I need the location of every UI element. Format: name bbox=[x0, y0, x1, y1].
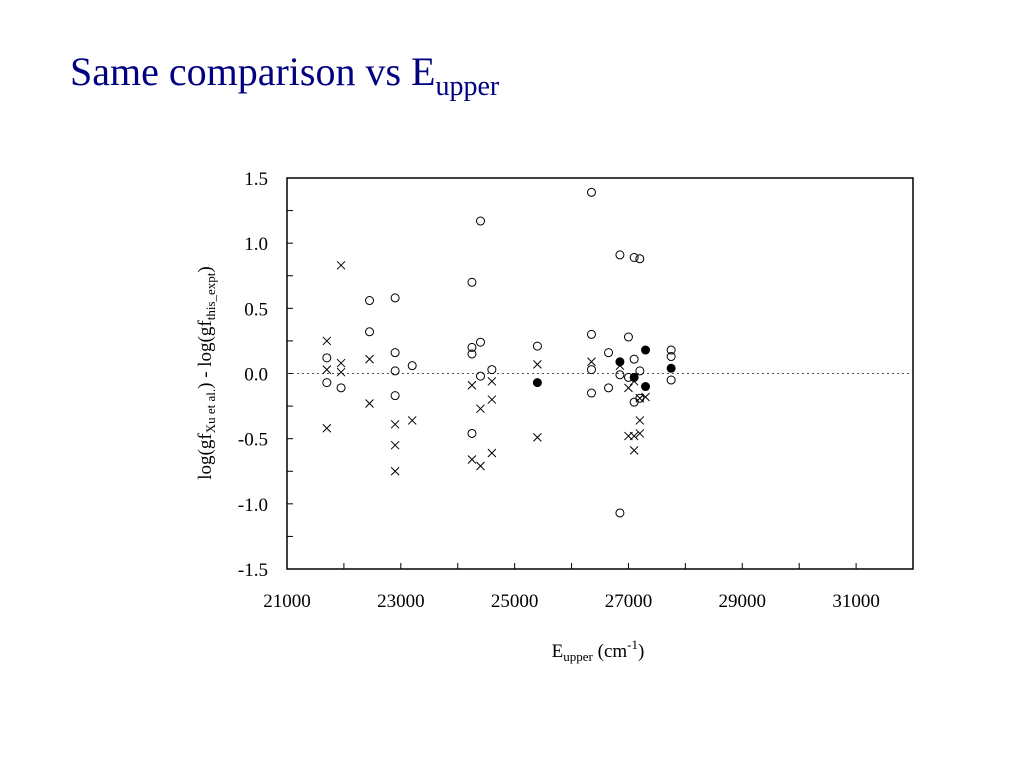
open-circle-point bbox=[604, 383, 614, 393]
open-circle-point bbox=[467, 342, 477, 352]
open-circle-point bbox=[475, 337, 485, 347]
data-points bbox=[322, 187, 676, 518]
plot-area bbox=[286, 177, 914, 570]
cross-point bbox=[635, 416, 645, 425]
slide-title: Same comparison vs Eupper bbox=[70, 49, 499, 101]
cross-point bbox=[336, 367, 346, 377]
open-circle-point bbox=[336, 383, 346, 393]
open-circle-point bbox=[629, 397, 639, 407]
open-circle-point bbox=[390, 348, 400, 358]
open-circle-point bbox=[365, 296, 375, 306]
cross-point bbox=[487, 448, 497, 458]
open-circle-point bbox=[475, 216, 485, 226]
filled-circle-point bbox=[532, 378, 542, 388]
cross-point bbox=[487, 395, 497, 404]
y-axis-ticks: 1.5 1.0 0.5 0.0 -0.5 -1.0 -1.5 bbox=[238, 169, 293, 581]
cross-point bbox=[365, 354, 374, 364]
cross-point bbox=[487, 376, 497, 386]
filled-circle-point bbox=[629, 372, 639, 382]
open-circle-point bbox=[467, 277, 477, 287]
slide-title-main: Same comparison vs E bbox=[70, 49, 436, 94]
cross-point bbox=[390, 466, 400, 476]
x-tick-label: 31000 bbox=[832, 591, 880, 612]
cross-point bbox=[336, 358, 346, 368]
cross-point bbox=[407, 416, 417, 425]
filled-circle-point bbox=[641, 345, 651, 355]
cross-point bbox=[587, 357, 596, 367]
open-circle-point bbox=[365, 327, 375, 337]
open-circle-point bbox=[629, 253, 639, 263]
open-circle-point bbox=[586, 365, 596, 375]
y-tick-label: -1.0 bbox=[238, 495, 268, 516]
open-circle-point bbox=[604, 348, 614, 358]
open-circle-point bbox=[615, 370, 625, 380]
cross-point bbox=[635, 393, 645, 403]
open-circle-point bbox=[635, 366, 645, 376]
cross-point bbox=[322, 423, 332, 433]
cross-point bbox=[476, 461, 485, 471]
y-tick-label: 1.5 bbox=[244, 169, 268, 190]
open-circle-point bbox=[487, 365, 497, 375]
cross-point bbox=[635, 429, 645, 438]
open-circle-point bbox=[390, 293, 400, 303]
open-circle-point bbox=[615, 250, 625, 260]
open-circle-point bbox=[666, 352, 676, 362]
y-tick-label: 0.5 bbox=[244, 299, 268, 320]
open-circle-point bbox=[623, 332, 633, 342]
cross-point bbox=[629, 446, 639, 455]
open-circle-point bbox=[586, 388, 596, 398]
x-tick-label: 21000 bbox=[263, 591, 311, 612]
open-circle-point bbox=[407, 361, 417, 371]
x-tick-label: 23000 bbox=[377, 591, 425, 612]
open-circle-point bbox=[322, 353, 332, 363]
cross-point bbox=[533, 360, 542, 369]
cross-point bbox=[629, 431, 639, 441]
open-circle-point bbox=[666, 375, 676, 385]
open-circle-point bbox=[390, 366, 400, 376]
open-circle-point bbox=[475, 371, 485, 381]
open-circle-point bbox=[629, 354, 639, 364]
cross-point bbox=[467, 455, 477, 464]
cross-point bbox=[624, 383, 633, 393]
filled-circle-point bbox=[615, 357, 625, 367]
open-circle-point bbox=[322, 378, 332, 388]
x-axis-label: Eupper (cm-1) bbox=[552, 637, 645, 664]
open-circle-point bbox=[635, 254, 645, 264]
cross-point bbox=[533, 433, 542, 442]
cross-point bbox=[365, 399, 374, 408]
open-circle-point bbox=[586, 329, 596, 339]
slide-title-subscript: upper bbox=[435, 71, 500, 102]
cross-point bbox=[390, 440, 400, 450]
cross-point bbox=[322, 365, 332, 374]
x-axis-ticks: 21000 23000 25000 27000 29000 31000 bbox=[263, 563, 914, 612]
open-circle-point bbox=[390, 391, 400, 401]
filled-circle-point bbox=[666, 363, 676, 373]
y-tick-label: -0.5 bbox=[238, 430, 268, 451]
filled-circle-point bbox=[641, 382, 651, 392]
cross-point bbox=[467, 380, 477, 390]
open-circle-point bbox=[615, 508, 625, 518]
y-tick-label: -1.5 bbox=[238, 560, 268, 581]
open-circle-point bbox=[467, 349, 477, 359]
open-circle-point bbox=[532, 341, 542, 351]
x-tick-label: 25000 bbox=[491, 591, 539, 612]
cross-point bbox=[390, 419, 400, 429]
x-tick-label: 29000 bbox=[719, 591, 767, 612]
cross-point bbox=[336, 260, 346, 270]
x-tick-label: 27000 bbox=[605, 591, 653, 612]
cross-point bbox=[322, 336, 332, 346]
y-tick-label: 1.0 bbox=[244, 234, 268, 255]
open-circle-point bbox=[586, 187, 596, 197]
cross-point bbox=[641, 392, 650, 402]
y-tick-label: 0.0 bbox=[244, 365, 268, 386]
y-axis-label: log(gfXu et al.) - log(gfthis_expt) bbox=[195, 266, 218, 479]
open-circle-point bbox=[666, 345, 676, 355]
cross-point bbox=[476, 404, 485, 414]
open-circle-point bbox=[467, 428, 477, 438]
